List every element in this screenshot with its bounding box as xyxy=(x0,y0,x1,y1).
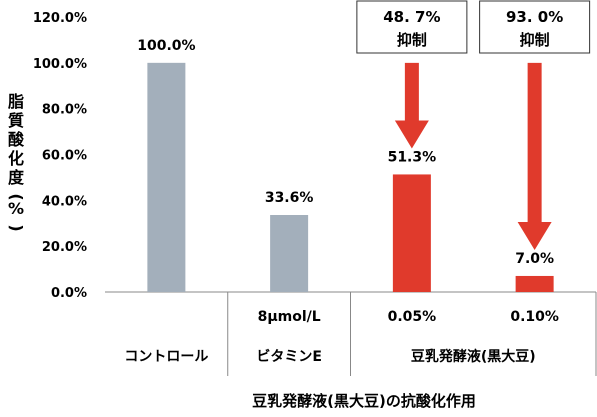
y-tick-label: 0.0% xyxy=(51,286,87,301)
category-label: 豆乳発酵液(黒大豆) xyxy=(411,348,536,365)
annotation-label: 抑制 xyxy=(397,31,427,49)
bars xyxy=(147,62,554,293)
category-label: コントロール xyxy=(124,349,208,365)
y-tick-label: 100.0% xyxy=(33,57,87,72)
annotations: 48. 7% 抑制 93. 0% 抑制 xyxy=(356,0,591,250)
annotation-box xyxy=(479,0,591,54)
bar xyxy=(515,275,554,292)
annotation-value: 93. 0% xyxy=(506,8,563,26)
y-axis-label-char: ( xyxy=(7,193,26,200)
reduction-arrow xyxy=(517,62,552,250)
annotation-label: 抑制 xyxy=(520,31,550,49)
data-label: 100.0% xyxy=(137,38,195,54)
y-axis-label-char: % xyxy=(8,199,24,218)
y-tick-label: 80.0% xyxy=(42,103,87,118)
y-axis-label-char: 度 xyxy=(8,168,25,187)
data-label: 7.0% xyxy=(515,251,554,267)
data-labels: 100.0% 33.6% 51.3% 7.0% xyxy=(137,38,554,267)
reduction-arrow xyxy=(394,62,429,149)
annotation-box xyxy=(356,0,468,54)
bar xyxy=(392,174,431,292)
category-sublabel: 0.10% xyxy=(510,309,559,325)
axes xyxy=(105,291,597,376)
y-axis-ticks: 0.0% 20.0% 40.0% 60.0% 80.0% 100.0% 120.0% xyxy=(33,11,87,301)
category-sublabel: 8μmol/L xyxy=(258,309,321,325)
y-axis-label-char: 酸 xyxy=(8,130,25,149)
data-label: 51.3% xyxy=(388,149,437,165)
bar xyxy=(270,215,309,292)
annotation-value: 48. 7% xyxy=(383,8,440,26)
y-tick-label: 40.0% xyxy=(42,194,87,209)
category-label: ビタミンE xyxy=(256,349,322,365)
y-axis-label-char: 質 xyxy=(8,111,24,130)
data-label: 33.6% xyxy=(265,190,314,206)
y-axis-label-char: 化 xyxy=(8,149,24,168)
category-sublabel: 0.05% xyxy=(388,309,437,325)
y-tick-label: 60.0% xyxy=(42,149,87,164)
category-labels: コントロール 8μmol/L ビタミンE 0.05% 0.10% 豆乳発酵液(黒大豆) xyxy=(124,309,559,365)
y-tick-label: 120.0% xyxy=(33,11,87,26)
y-axis-label-char: ) xyxy=(7,224,26,231)
y-tick-label: 20.0% xyxy=(42,240,87,255)
bar xyxy=(147,62,186,293)
y-axis-label-char: 脂 xyxy=(8,92,24,111)
x-axis-title: 豆乳発酵液(黒大豆)の抗酸化作用 xyxy=(252,392,476,410)
